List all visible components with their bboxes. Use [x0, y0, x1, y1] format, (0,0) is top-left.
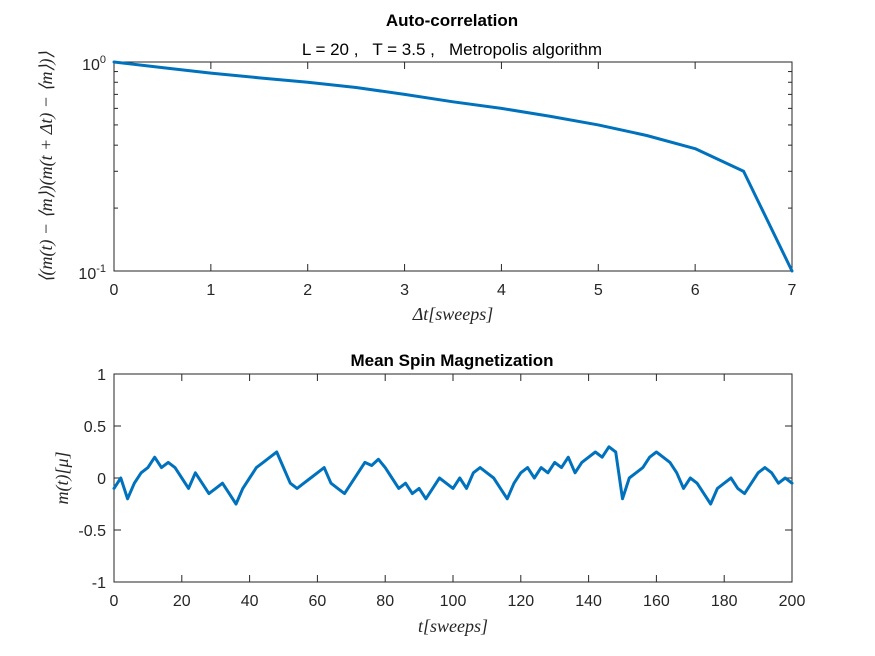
- y-tick-label: 0: [97, 471, 106, 488]
- y-tick-label: 10-1: [78, 263, 106, 283]
- y-tick-label: 100: [82, 54, 106, 74]
- x-tick-label: 200: [779, 593, 806, 610]
- y-tick-label: -0.5: [78, 523, 106, 540]
- x-tick-label: 7: [788, 282, 797, 299]
- x-tick-label: 60: [309, 593, 327, 610]
- magnetization-title: Mean Spin Magnetization: [350, 351, 553, 370]
- autocorrelation-y-ticks: 10-1 100: [78, 54, 792, 283]
- autocorrelation-subtitle: L = 20 , T = 3.5 , Metropolis algorithm: [302, 40, 602, 59]
- y-tick-label: -1: [92, 575, 106, 592]
- magnetization-panel: Mean Spin Magnetization 0 20 40 60 80 100 120 1…: [52, 351, 805, 636]
- x-tick-label: 160: [643, 593, 670, 610]
- autocorrelation-axes-box: [113, 61, 793, 272]
- magnetization-y-label: m(t)[μ]: [52, 451, 73, 504]
- y-tick-label: 0.5: [84, 419, 106, 436]
- x-tick-label: 0: [110, 593, 119, 610]
- x-tick-label: 100: [440, 593, 467, 610]
- x-tick-label: 0: [110, 282, 119, 299]
- magnetization-x-ticks: 0 20 40 60 80 100 120 140 160 180 200: [110, 374, 806, 610]
- x-tick-label: 180: [711, 593, 738, 610]
- autocorrelation-x-label: Δt[sweeps]: [412, 304, 494, 324]
- magnetization-x-label: t[sweeps]: [418, 616, 488, 636]
- x-tick-label: 20: [173, 593, 191, 610]
- x-tick-label: 1: [206, 282, 215, 299]
- x-tick-label: 4: [497, 282, 506, 299]
- magnetization-y-ticks: -1 -0.5 0 0.5 1: [78, 367, 792, 592]
- x-tick-label: 80: [376, 593, 394, 610]
- x-tick-label: 140: [575, 593, 602, 610]
- autocorrelation-x-ticks: 0 1 2 3 4 5 6 7: [110, 62, 797, 299]
- y-tick-label: 1: [97, 367, 106, 384]
- x-tick-label: 2: [303, 282, 312, 299]
- autocorrelation-title: Auto-correlation: [386, 11, 518, 30]
- autocorrelation-series-line: [112, 60, 794, 273]
- x-tick-label: 40: [241, 593, 259, 610]
- x-tick-label: 5: [594, 282, 603, 299]
- x-tick-label: 120: [507, 593, 534, 610]
- autocorrelation-y-label: ⟨(m(t) − ⟨m⟩)(m(t + Δt) − ⟨m⟩)⟩: [36, 51, 57, 282]
- autocorrelation-panel: Auto-correlation L = 20 , T = 3.5 , Metr…: [36, 11, 797, 324]
- magnetization-series-line: [112, 445, 794, 506]
- x-tick-label: 6: [691, 282, 700, 299]
- x-tick-label: 3: [400, 282, 409, 299]
